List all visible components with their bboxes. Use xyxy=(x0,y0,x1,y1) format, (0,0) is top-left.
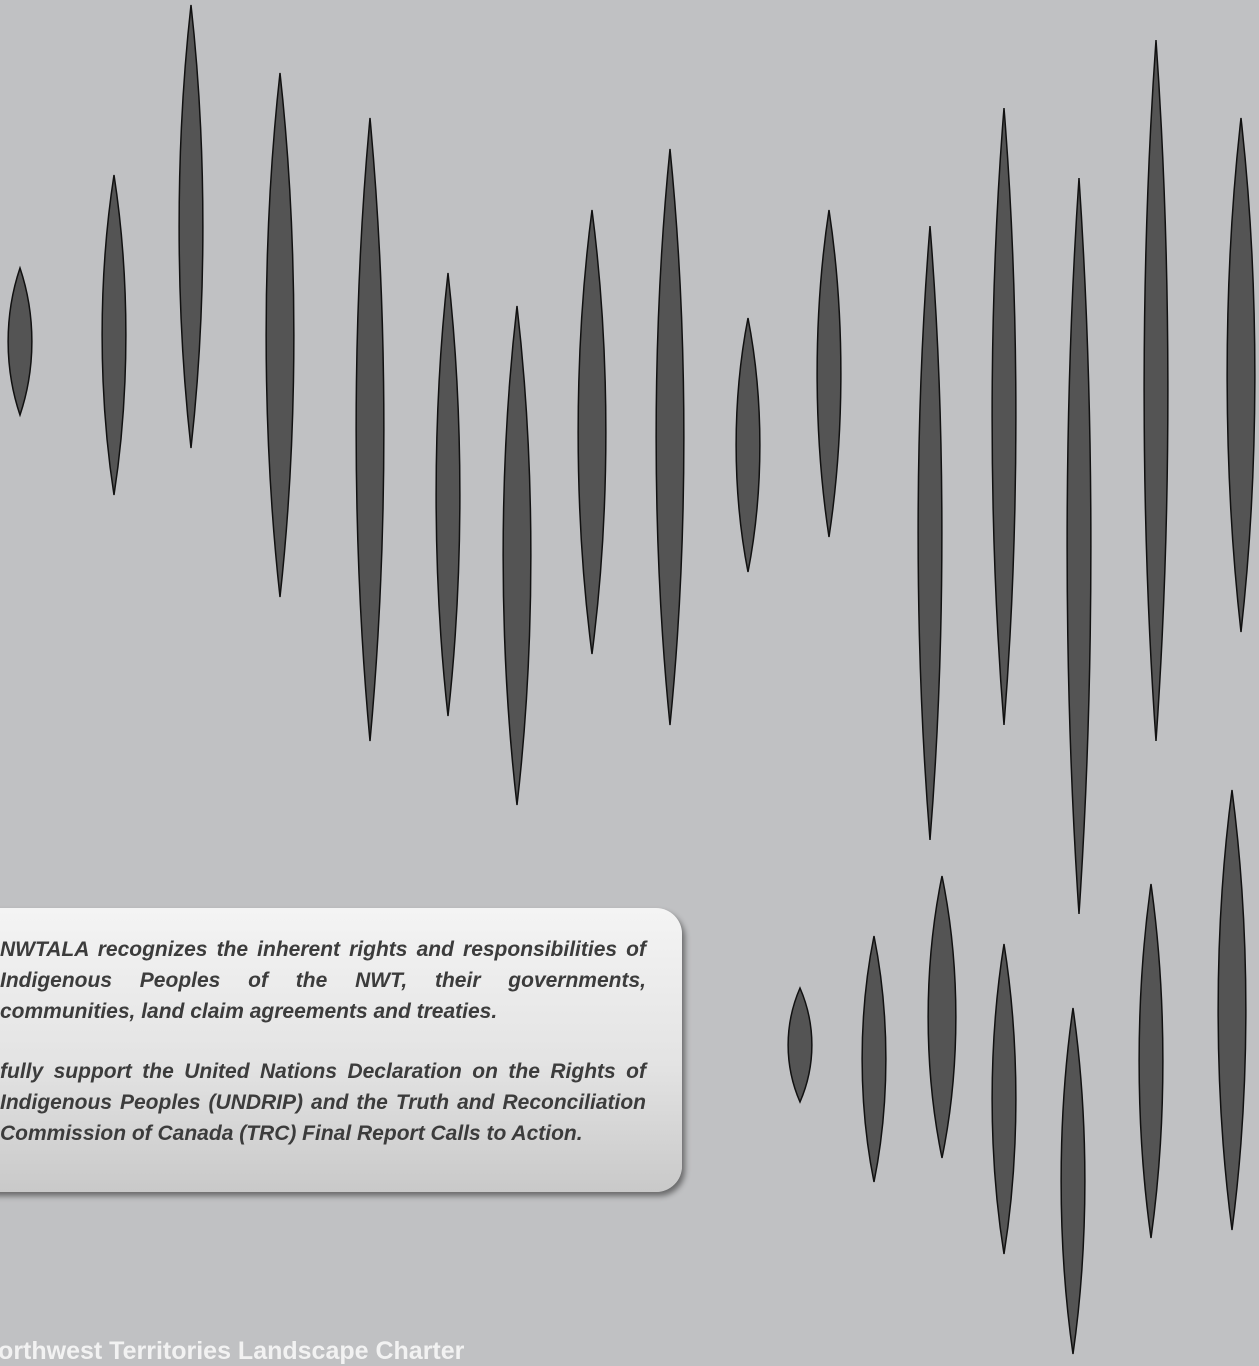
decorative-lens-13 xyxy=(991,107,1017,726)
decorative-lens-23 xyxy=(1217,789,1247,1231)
decorative-lens-15 xyxy=(1143,39,1169,742)
decorative-lens-17 xyxy=(787,986,813,1104)
decorative-lens-5 xyxy=(355,117,385,742)
decorative-lens-22 xyxy=(1138,883,1164,1239)
decorative-lens-4 xyxy=(265,72,295,598)
decorative-lens-2 xyxy=(101,174,127,496)
decorative-lens-3 xyxy=(178,4,204,449)
decorative-lens-18 xyxy=(861,935,887,1183)
decorative-lens-1 xyxy=(7,265,33,418)
decorative-lens-11 xyxy=(816,209,842,538)
decorative-lens-7 xyxy=(502,305,532,806)
statement-box: NWTALA recognizes the inherent rights an… xyxy=(0,908,682,1192)
decorative-lens-6 xyxy=(435,272,461,717)
statement-paragraph-undrip: fully support the United Nations Declara… xyxy=(0,1060,646,1145)
decorative-lens-20 xyxy=(991,943,1017,1255)
decorative-lens-21 xyxy=(1060,1007,1086,1355)
footer-title: Northwest Territories Landscape Charter xyxy=(0,1337,465,1365)
decorative-lens-14 xyxy=(1066,177,1092,915)
decorative-lens-8 xyxy=(577,209,607,655)
statement-paragraph-rights: NWTALA recognizes the inherent rights an… xyxy=(0,938,646,1023)
decorative-lens-16 xyxy=(1226,117,1256,633)
decorative-lens-10 xyxy=(735,317,761,573)
decorative-lens-12 xyxy=(917,225,943,841)
decorative-lens-19 xyxy=(927,875,957,1159)
decorative-lens-9 xyxy=(655,148,685,726)
